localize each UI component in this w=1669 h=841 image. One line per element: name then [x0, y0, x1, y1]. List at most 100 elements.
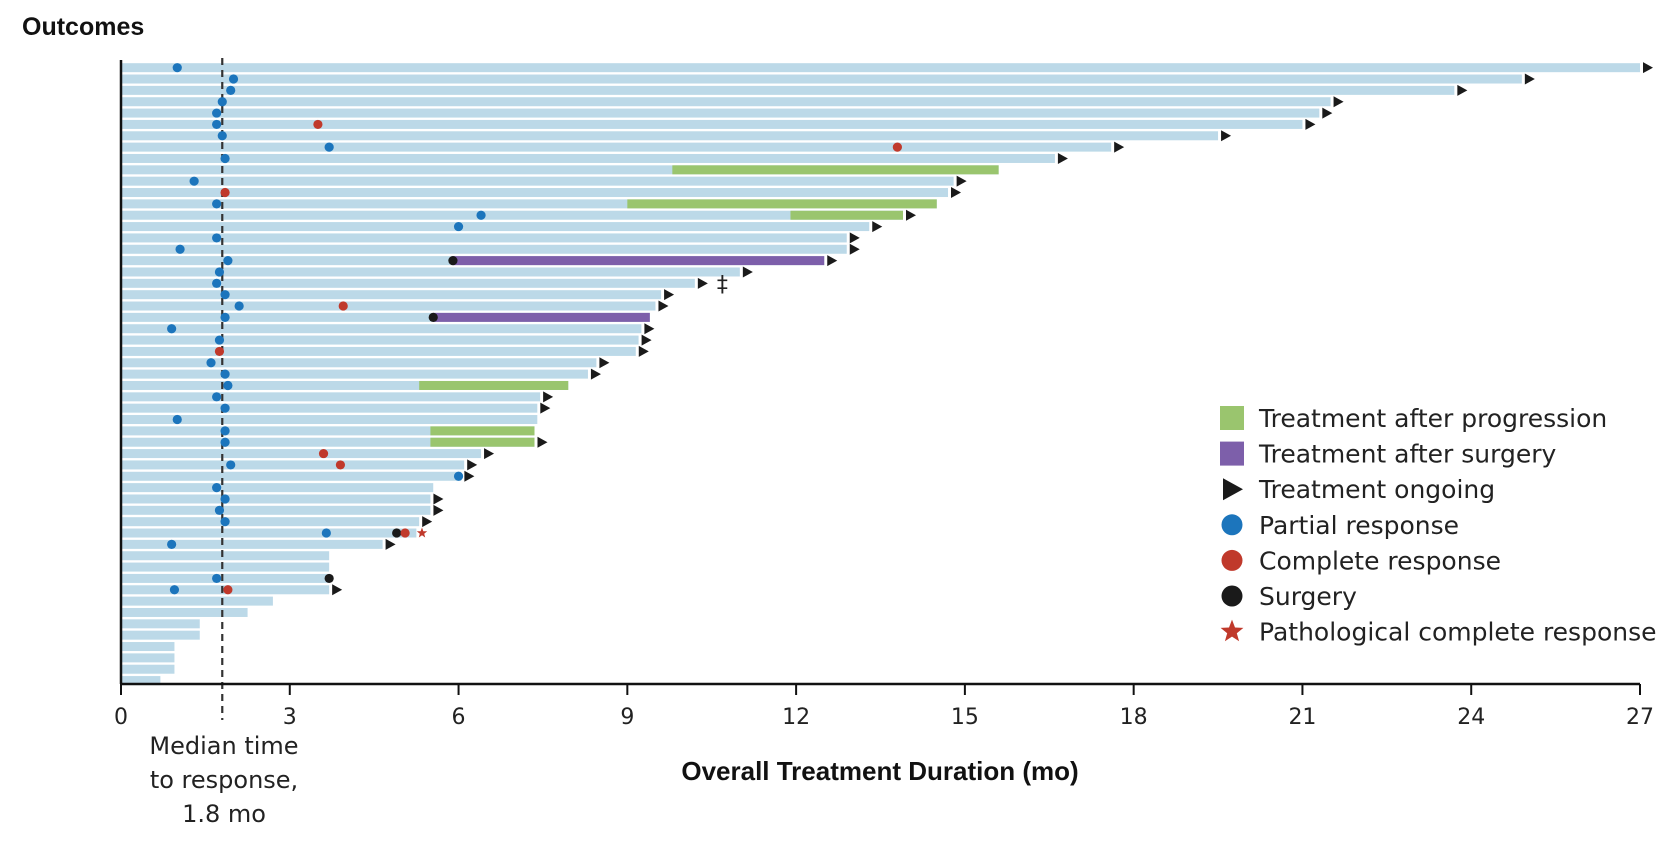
patient-bar [121, 607, 248, 617]
patient-bar [121, 415, 538, 425]
legend-progression-label: Treatment after progression [1258, 404, 1607, 433]
patient-bar [121, 119, 1303, 129]
partial-response-marker [220, 426, 230, 436]
x-tick-label: 6 [452, 705, 466, 730]
patient-bar [121, 153, 1055, 163]
legend-cr-swatch [1221, 549, 1243, 571]
ongoing-arrow [537, 436, 548, 448]
patient-bar [121, 267, 740, 277]
patient-bar [121, 437, 535, 447]
progression-segment [790, 210, 904, 220]
ongoing-arrow [1114, 141, 1125, 153]
x-ticks: 0 3 6 9 12 15 18 21 24 27 [114, 684, 1654, 730]
x-tick-label: 24 [1457, 705, 1485, 730]
complete-response-marker [892, 142, 902, 152]
x-tick-label: 18 [1120, 705, 1148, 730]
x-tick-label: 3 [283, 705, 297, 730]
patient-bar [121, 346, 636, 356]
patient-bar [121, 573, 330, 583]
x-axis-label: Overall Treatment Duration (mo) [681, 756, 1078, 786]
ongoing-arrow [1057, 152, 1068, 164]
ongoing-arrow [849, 232, 860, 244]
ongoing-arrow [697, 277, 708, 289]
partial-response-marker [214, 505, 225, 515]
x-tick-label: 0 [114, 705, 128, 730]
patient-bar [121, 176, 954, 186]
partial-response-marker [217, 97, 227, 107]
legend-surgery-swatch [1221, 585, 1243, 607]
patient-bar [121, 290, 662, 300]
ongoing-arrow [422, 516, 433, 528]
patient-bar [121, 676, 161, 686]
legend-ongoing-label: Treatment ongoing [1258, 475, 1495, 504]
ongoing-arrow [638, 345, 649, 357]
ongoing-arrow [1322, 107, 1333, 119]
median-label-line-1: Median time [149, 732, 298, 760]
partial-response-marker [476, 210, 486, 220]
ongoing-arrow [1221, 130, 1232, 142]
ongoing-arrow [1333, 96, 1344, 108]
complete-response-marker [335, 460, 346, 470]
ongoing-arrow [1305, 118, 1316, 130]
markers-layer: ‡ [167, 62, 1653, 596]
partial-response-marker [220, 437, 230, 447]
ongoing-arrow [433, 504, 444, 516]
ongoing-arrow [1643, 62, 1653, 74]
partial-response-marker [453, 471, 464, 481]
surgery-marker [448, 256, 458, 266]
patient-bar [121, 460, 465, 470]
median-label: Median time to response, 1.8 mo [149, 732, 298, 828]
progression-segment [430, 426, 535, 436]
patient-bar [121, 630, 200, 640]
partial-response-marker [220, 494, 230, 504]
partial-response-marker [212, 199, 222, 209]
ongoing-arrow [641, 334, 652, 346]
median-label-line-3: 1.8 mo [182, 800, 266, 828]
partial-response-marker [172, 63, 182, 73]
surgery-marker [324, 573, 334, 584]
patient-bar [121, 233, 847, 243]
partial-response-marker [223, 380, 233, 391]
legend-cr-label: Complete response [1259, 546, 1501, 575]
partial-response-marker [321, 528, 331, 538]
partial-response-marker [228, 74, 239, 84]
surgery-marker [428, 312, 438, 322]
patient-bar [121, 131, 1219, 141]
complete-response-marker [223, 585, 233, 595]
patient-bar [121, 619, 200, 629]
partial-response-marker [453, 221, 464, 232]
patient-bar [121, 63, 1640, 73]
ongoing-arrow [385, 538, 396, 550]
ongoing-arrow [543, 391, 554, 403]
partial-response-marker [212, 119, 222, 130]
patient-bar [121, 301, 656, 311]
complete-response-marker [318, 448, 329, 459]
ongoing-arrow [467, 459, 478, 471]
patient-bar [121, 85, 1455, 95]
partial-response-marker [220, 517, 230, 527]
y-axis-label: Outcomes [22, 13, 144, 41]
partial-response-marker [212, 278, 222, 288]
patient-bar [121, 222, 870, 232]
patient-bar [121, 562, 330, 572]
patient-bar [121, 539, 383, 549]
patient-bar [121, 596, 273, 606]
ongoing-arrow [644, 323, 655, 335]
ongoing-arrow [849, 243, 860, 255]
partial-response-marker [212, 233, 222, 243]
legend-pr-swatch [1221, 514, 1243, 536]
ongoing-arrow [956, 175, 967, 187]
ongoing-arrow [742, 266, 753, 278]
ongoing-arrow [590, 368, 601, 380]
patient-bar [121, 335, 639, 345]
ongoing-arrow [827, 255, 838, 267]
x-tick-label: 9 [620, 705, 634, 730]
partial-response-marker [214, 335, 225, 345]
ongoing-arrow [906, 209, 917, 221]
patient-bar [121, 97, 1331, 107]
patient-bar [121, 392, 541, 402]
partial-response-marker [212, 392, 222, 402]
x-tick-label: 21 [1288, 705, 1316, 730]
special-symbol: ‡ [717, 272, 728, 297]
